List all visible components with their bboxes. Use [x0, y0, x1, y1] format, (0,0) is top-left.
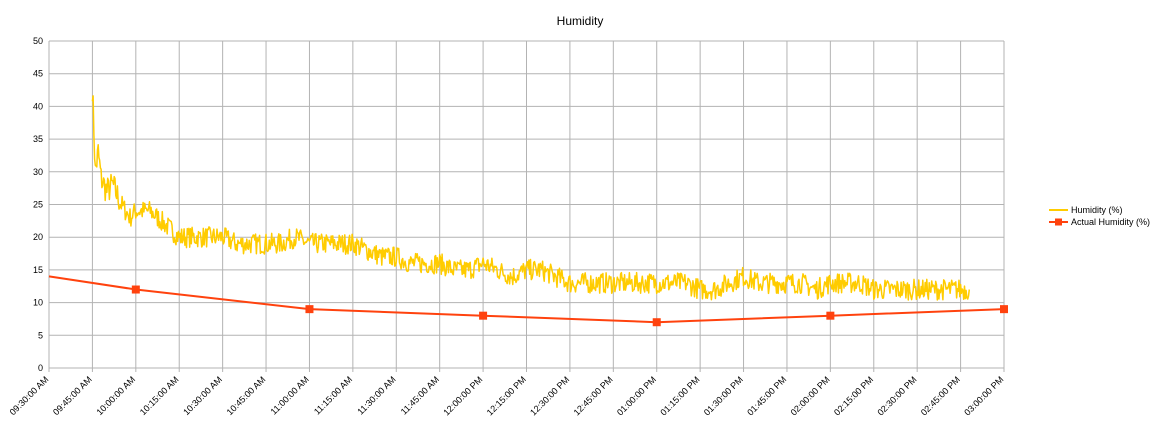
y-tick-label: 15: [33, 265, 43, 275]
actual-humidity-point: [479, 311, 488, 320]
grid: [48, 40, 1005, 369]
y-tick-label: 0: [38, 363, 43, 373]
x-tick-label: 12:30:00 PM: [528, 374, 571, 417]
x-tick-label: 12:45:00 PM: [572, 374, 615, 417]
actual-humidity-point: [131, 285, 140, 294]
y-tick-label: 5: [38, 330, 43, 340]
y-tick-label: 20: [33, 232, 43, 242]
x-tick-label: 10:45:00 AM: [225, 374, 268, 417]
x-tick-label: 01:45:00 PM: [745, 374, 788, 417]
x-tick-label: 02:30:00 PM: [875, 374, 918, 417]
x-tick-label: 10:15:00 AM: [138, 374, 181, 417]
y-tick-label: 40: [33, 101, 43, 111]
x-tick-label: 11:00:00 AM: [269, 374, 311, 416]
x-tick-label: 11:30:00 AM: [355, 374, 397, 416]
x-tick-label: 10:00:00 AM: [94, 374, 137, 417]
x-tick-label: 09:30:00 AM: [8, 374, 51, 417]
legend: Humidity (%) Actual Humidity (%): [1049, 205, 1150, 227]
x-tick-label: 01:15:00 PM: [658, 374, 701, 417]
x-tick-label: 02:45:00 PM: [919, 374, 962, 417]
y-tick-label: 50: [33, 36, 43, 46]
actual-humidity-point: [652, 318, 661, 327]
x-tick-label: 12:00:00 PM: [441, 374, 484, 417]
actual-humidity-point: [1000, 305, 1008, 314]
y-tick-label: 30: [33, 167, 43, 177]
y-tick-label: 35: [33, 134, 43, 144]
x-tick-label: 11:45:00 AM: [399, 374, 441, 416]
humidity-line: [91, 95, 971, 301]
legend-label: Actual Humidity (%): [1071, 217, 1150, 227]
x-tick-label: 02:15:00 PM: [832, 374, 875, 417]
x-tick-label: 03:00:00 PM: [962, 374, 1005, 417]
chart-title: Humidity: [557, 14, 604, 28]
x-tick-label: 12:15:00 PM: [485, 374, 528, 417]
actual-humidity-point: [305, 305, 314, 314]
series-group: [48, 95, 1008, 327]
axes: 0 5 10 15 20 25 30 35 40 45 50 09:30:00 AM 09:45:00 …: [8, 36, 1006, 418]
y-tick-label: 25: [33, 200, 43, 210]
x-tick-label: 02:00:00 PM: [789, 374, 832, 417]
y-tick-label: 45: [33, 69, 43, 79]
actual-humidity-point: [826, 311, 835, 320]
x-tick-label: 01:00:00 PM: [615, 374, 658, 417]
x-tick-label: 11:15:00 AM: [312, 374, 354, 416]
legend-label: Humidity (%): [1071, 205, 1123, 215]
x-tick-label: 09:45:00 AM: [51, 374, 94, 417]
x-tick-label: 10:30:00 AM: [181, 374, 224, 417]
y-tick-label: 10: [33, 298, 43, 308]
x-tick-label: 01:30:00 PM: [702, 374, 745, 417]
legend-marker: [1055, 218, 1062, 226]
